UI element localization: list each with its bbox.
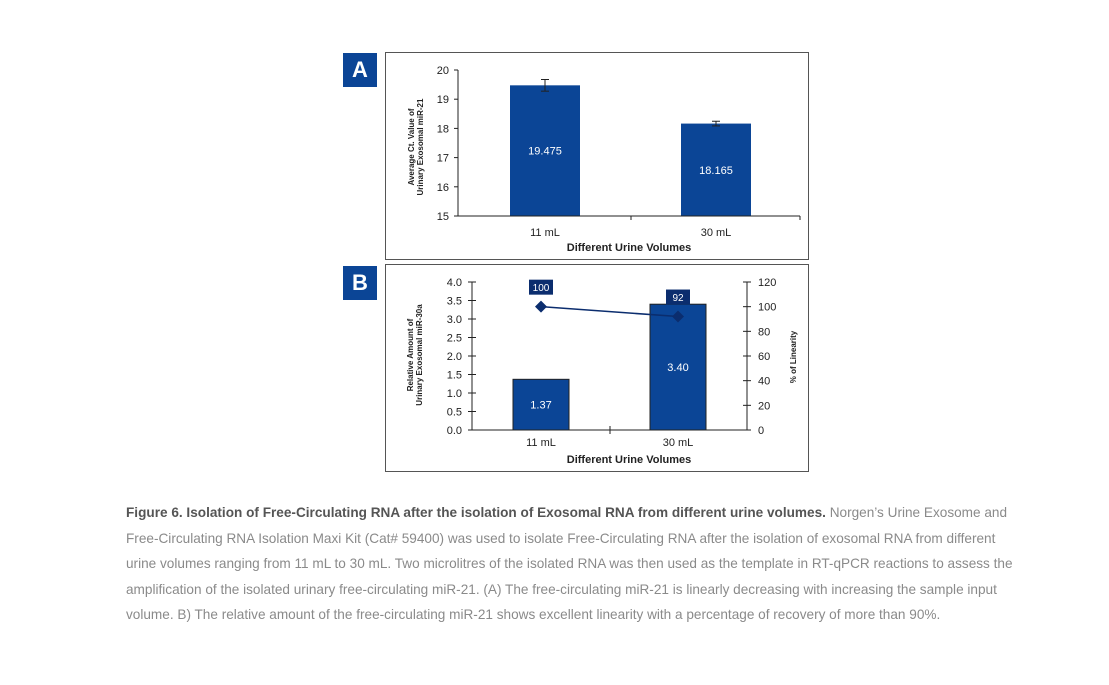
x-tick-label-1: 30 mL <box>701 227 732 239</box>
x-tick-label-1: 30 mL <box>663 437 694 449</box>
chart-b: 1.37 3.40 100 92 0.0 0.5 1.0 1.5 2.0 2.5 3.0 3.5 4.0… <box>406 277 798 466</box>
y-tick-label: 3.5 <box>447 296 462 308</box>
y-tick-label: 0.0 <box>447 425 462 437</box>
y-axis-title-line2: Urinary Exosomal miR-30a <box>415 304 424 406</box>
y-axis-title-line1: Average Ct. Value of <box>407 108 416 185</box>
linearity-label-box-0 <box>529 279 553 295</box>
x-tick-label-0: 11 mL <box>526 437 556 449</box>
y-tick-label: 2.5 <box>447 333 462 345</box>
y-tick-label: 17 <box>437 153 449 165</box>
y-axis-title-line2: Urinary Exosomal miR-21 <box>416 98 425 195</box>
figure-caption: Figure 6. Isolation of Free-Circulating … <box>126 500 1026 628</box>
x-axis-title: Different Urine Volumes <box>567 242 692 254</box>
y-tick-label: 4.0 <box>447 277 462 289</box>
bar-value-label-1: 3.40 <box>667 362 688 374</box>
y2-tick-label: 20 <box>758 400 770 412</box>
y-tick-label: 0.5 <box>447 407 462 419</box>
y-tick-label: 2.0 <box>447 351 462 363</box>
bar-value-label-0: 19.475 <box>528 146 562 158</box>
bar-value-label-0: 1.37 <box>530 400 551 412</box>
panel-a-badge: A <box>343 53 377 87</box>
caption-body: Norgen’s Urine Exosome and Free-Circulat… <box>126 505 1013 622</box>
panel-b-badge: B <box>343 266 377 300</box>
linearity-line <box>540 305 679 318</box>
y-tick-label: 19 <box>437 94 449 106</box>
y2-tick-label: 100 <box>758 302 776 314</box>
y-axis-title-line1: Relative Amount of <box>406 318 415 391</box>
linearity-label-1: 92 <box>672 293 684 304</box>
linearity-label-box-1 <box>666 289 690 305</box>
chart-a-frame: 19.475 18.165 15 16 17 18 19 20 11 mL 30 mL Differ… <box>385 52 809 260</box>
chart-a: 19.475 18.165 15 16 17 18 19 20 11 mL 30 mL Differ… <box>407 65 801 254</box>
y2-tick-label: 120 <box>758 277 776 289</box>
y-tick-label: 1.0 <box>447 388 462 400</box>
bar-0 <box>510 85 580 216</box>
caption-title: Figure 6. Isolation of Free-Circulating … <box>126 505 826 520</box>
y-tick-label: 18 <box>437 123 449 135</box>
linearity-point-0 <box>535 300 547 313</box>
y2-tick-label: 40 <box>758 376 770 388</box>
linearity-point-1 <box>672 310 684 323</box>
y-tick-label: 1.5 <box>447 370 462 382</box>
y2-tick-label: 80 <box>758 326 770 338</box>
x-tick-label-0: 11 mL <box>530 227 560 239</box>
linearity-label-0: 100 <box>533 283 550 294</box>
bar-1 <box>681 123 751 216</box>
bar-value-label-1: 18.165 <box>699 165 733 177</box>
y-tick-label: 3.0 <box>447 314 462 326</box>
y-tick-label: 20 <box>437 65 449 77</box>
y-tick-label: 15 <box>437 211 449 223</box>
x-axis-title: Different Urine Volumes <box>567 454 692 466</box>
y2-axis-title: % of Linearity <box>789 330 798 383</box>
y2-tick-label: 60 <box>758 351 770 363</box>
chart-b-frame: 1.37 3.40 100 92 0.0 0.5 1.0 1.5 2.0 2.5 3.0 3.5 4.0… <box>385 264 809 472</box>
y-tick-label: 16 <box>437 182 449 194</box>
y2-tick-label: 0 <box>758 425 764 437</box>
